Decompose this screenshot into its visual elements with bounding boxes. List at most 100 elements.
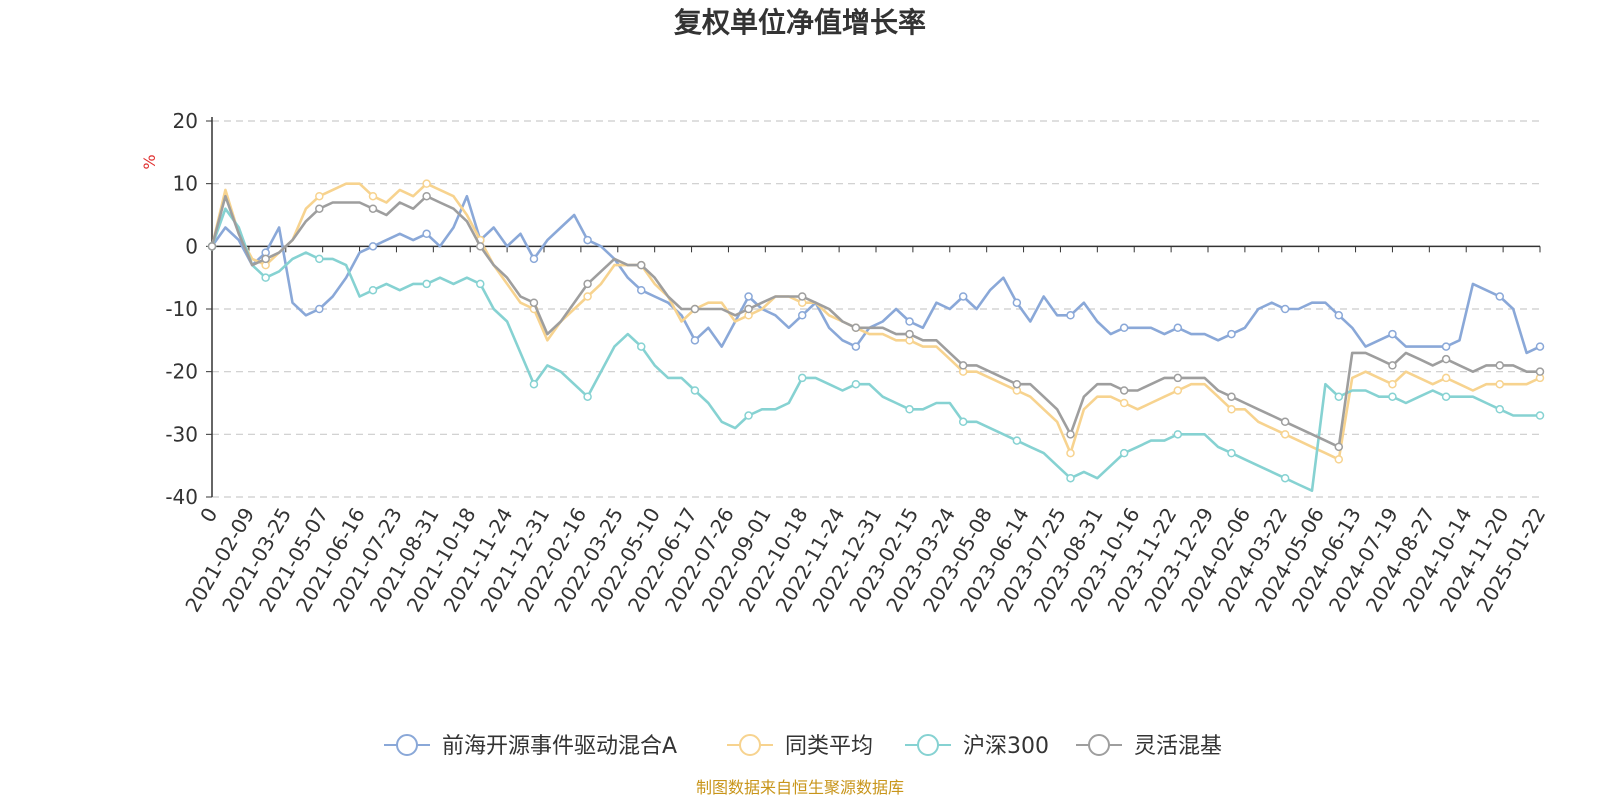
data-point[interactable] [958,417,968,427]
data-point[interactable] [905,405,914,414]
data-point[interactable] [690,336,700,345]
data-point[interactable] [583,235,592,245]
data-point[interactable] [1173,373,1183,383]
data-point[interactable] [797,311,807,320]
data-point[interactable] [368,204,378,213]
data-point[interactable] [1066,448,1075,458]
data-point[interactable] [1388,329,1397,339]
data-point[interactable] [637,285,646,295]
data-point[interactable] [207,242,217,251]
series-line-1[interactable] [210,182,1542,461]
data-point[interactable] [744,292,753,301]
data-point[interactable] [851,342,861,351]
data-point[interactable] [261,273,270,282]
data-point[interactable] [1495,361,1505,370]
data-point[interactable] [368,285,378,295]
data-point[interactable] [797,373,807,383]
data-point[interactable] [690,304,700,314]
data-point[interactable] [797,292,807,301]
data-point[interactable] [1388,361,1397,370]
data-point[interactable] [422,279,431,289]
data-point[interactable] [1227,392,1236,401]
data-point[interactable] [1334,392,1344,401]
data-point[interactable] [1280,473,1290,483]
data-point[interactable] [1441,342,1451,351]
data-point[interactable] [1066,311,1075,320]
data-point[interactable] [1334,455,1344,464]
data-point[interactable] [583,392,592,401]
legend-item-0[interactable]: 前海开源事件驱动混合A [384,734,677,759]
data-point[interactable] [1119,386,1129,395]
series-line-0[interactable] [210,194,1542,355]
data-point[interactable] [1334,311,1344,320]
data-point[interactable] [1441,392,1451,401]
data-point[interactable] [422,229,431,239]
data-point[interactable] [261,254,270,264]
data-point[interactable] [583,279,592,289]
data-point[interactable] [1227,405,1236,414]
y-tick-label: 20 [173,109,198,133]
legend-item-1[interactable]: 同类平均 [727,734,873,759]
y-axis-unit-label: % [140,154,159,169]
data-point[interactable] [744,411,753,420]
data-point[interactable] [1495,379,1505,389]
data-point[interactable] [744,304,753,314]
data-point[interactable] [958,361,968,370]
legend-label: 同类平均 [785,734,873,759]
data-point[interactable] [1535,342,1545,351]
data-point[interactable] [315,254,324,264]
data-point[interactable] [529,298,539,307]
data-point[interactable] [1173,323,1183,333]
data-point[interactable] [368,191,378,201]
data-point[interactable] [905,317,914,326]
data-point[interactable] [1535,411,1545,420]
data-point[interactable] [1012,298,1022,307]
data-point[interactable] [1012,436,1022,445]
data-point[interactable] [315,304,324,314]
data-point[interactable] [315,191,324,201]
data-point[interactable] [529,254,539,264]
data-point[interactable] [905,329,914,339]
data-point[interactable] [476,279,485,289]
data-point[interactable] [422,191,431,201]
data-point[interactable] [476,242,485,251]
data-point[interactable] [637,260,646,270]
data-point[interactable] [1388,379,1397,389]
data-point[interactable] [637,342,646,351]
data-point[interactable] [690,386,700,395]
data-point[interactable] [851,323,861,333]
data-point[interactable] [1066,473,1075,483]
data-point[interactable] [368,242,378,251]
data-point[interactable] [1280,417,1290,427]
data-point[interactable] [1173,430,1183,439]
data-point[interactable] [1119,448,1129,458]
legend[interactable]: 前海开源事件驱动混合A 同类平均 沪深300 灵活混基 [384,734,1222,759]
data-point[interactable] [1495,292,1505,301]
data-point[interactable] [422,179,431,188]
data-point[interactable] [1495,405,1505,414]
legend-item-2[interactable]: 沪深300 [905,734,1049,759]
data-point[interactable] [958,292,968,301]
data-point[interactable] [1280,430,1290,439]
series-line-3[interactable] [210,194,1542,449]
data-point[interactable] [1334,442,1344,452]
data-point[interactable] [1388,392,1397,401]
data-point[interactable] [1535,367,1545,376]
data-point[interactable] [1227,329,1236,339]
data-point[interactable] [583,292,592,301]
data-point[interactable] [1280,304,1290,314]
data-point[interactable] [1119,323,1129,333]
legend-marker [1088,734,1110,756]
data-point[interactable] [315,204,324,213]
data-point[interactable] [851,379,861,389]
data-point[interactable] [1012,379,1022,389]
data-point[interactable] [1227,448,1236,458]
data-point[interactable] [1066,430,1075,439]
data-point[interactable] [1173,386,1183,395]
data-point[interactable] [529,379,539,389]
data-point[interactable] [1441,373,1451,383]
legend-item-3[interactable]: 灵活混基 [1076,734,1222,759]
legend-marker [396,734,418,756]
data-point[interactable] [1119,398,1129,408]
data-point[interactable] [1441,354,1451,364]
